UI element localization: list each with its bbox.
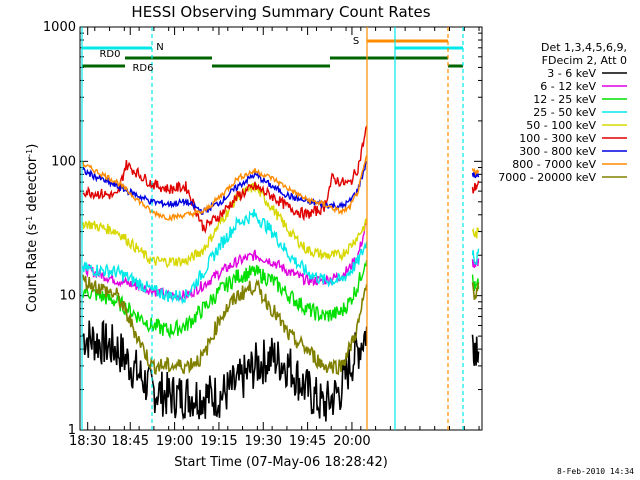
plot-frame — [79, 26, 483, 431]
plot-area: 1 10 100 1000 18:30 18:45 19:00 19:15 19:30 19:45… — [43, 20, 483, 449]
series-50to100keV-line — [82, 182, 368, 269]
y-axis-label-sup2: -1 — [25, 149, 34, 157]
flag-label-rd6: RD6 — [132, 63, 153, 74]
y-axis-label-sup1: -1 — [25, 216, 34, 224]
y-axis-label: Count Rate (s-1 detector-1) — [25, 144, 41, 313]
flag-label-n: N — [156, 42, 163, 53]
x-tick-label: 19:30 — [245, 434, 282, 449]
flag-label-s: S — [353, 36, 359, 47]
legend-header-line: Det 1,3,4,5,6,9, — [541, 41, 627, 54]
x-axis-label: Start Time (07-May-06 18:28:42) — [174, 455, 388, 470]
x-tick-label: 20:00 — [333, 434, 370, 449]
series-3to6keV-line — [471, 334, 480, 366]
y-axis-label-mid: detector — [25, 156, 40, 216]
legend-label: 50 - 100 keV — [526, 119, 596, 132]
legend-label: 6 - 12 keV — [540, 80, 596, 93]
generation-timestamp: 8-Feb-2010 14:34 — [556, 467, 634, 476]
x-tick-label: 19:45 — [289, 434, 326, 449]
legend-label: 3 - 6 keV — [547, 67, 596, 80]
x-tick-label: 18:30 — [69, 434, 106, 449]
legend: Det 1,3,4,5,6,9,FDecim 2, Att 03 - 6 keV… — [498, 41, 627, 184]
y-tick-label: 10 — [59, 289, 76, 304]
x-tick-label: 18:45 — [112, 434, 149, 449]
series-800to7000keV-line — [471, 167, 480, 177]
flag-label-rd0: RD0 — [99, 49, 120, 60]
series-12to25keV-line — [471, 274, 480, 292]
series-7000to20000keV-line — [471, 282, 480, 301]
y-tick-label: 1 — [68, 423, 76, 438]
series-100to300keV-line — [471, 180, 480, 194]
y-tick-label: 100 — [51, 154, 76, 169]
series-7000to20000keV-line — [82, 274, 368, 376]
y-axis-label-end: ) — [25, 144, 40, 149]
legend-label: 25 - 50 keV — [533, 106, 596, 119]
legend-label: 12 - 25 keV — [533, 93, 596, 106]
series-800to7000keV-line — [82, 155, 368, 222]
series-50to100keV-line — [471, 227, 480, 239]
legend-header-line: FDecim 2, Att 0 — [542, 54, 627, 67]
series-100to300keV-line — [82, 125, 368, 234]
legend-label: 100 - 300 keV — [519, 132, 596, 145]
chart-title: HESSI Observing Summary Count Rates — [131, 3, 430, 21]
series-25to50keV-line — [471, 248, 480, 265]
x-tick-label: 19:15 — [200, 434, 237, 449]
y-axis-label-base: Count Rate (s — [25, 224, 40, 313]
series-300to800keV-line — [471, 172, 480, 179]
legend-label: 800 - 7000 keV — [512, 158, 596, 171]
y-tick-label: 1000 — [43, 20, 76, 35]
legend-label: 300 - 800 keV — [519, 145, 596, 158]
series-25to50keV-line — [82, 208, 368, 306]
x-tick-label: 19:00 — [156, 434, 193, 449]
series-12to25keV-line — [82, 260, 368, 340]
series-3to6keV-line — [82, 319, 368, 422]
legend-label: 7000 - 20000 keV — [498, 171, 596, 184]
